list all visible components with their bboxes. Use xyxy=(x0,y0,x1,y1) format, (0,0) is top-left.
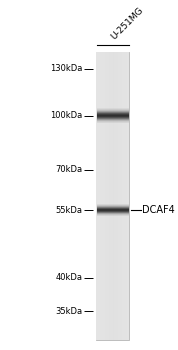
Bar xyxy=(104,52,105,340)
Bar xyxy=(108,52,109,340)
Bar xyxy=(120,52,121,340)
Bar xyxy=(101,52,102,340)
Text: 100kDa: 100kDa xyxy=(50,111,83,120)
Bar xyxy=(112,52,113,340)
Bar xyxy=(118,52,119,340)
Text: 55kDa: 55kDa xyxy=(56,205,83,215)
Bar xyxy=(115,52,116,340)
Bar xyxy=(103,52,104,340)
Bar xyxy=(106,52,107,340)
Bar xyxy=(109,52,110,340)
Bar xyxy=(107,52,108,340)
Bar xyxy=(98,52,99,340)
Text: U-251MG: U-251MG xyxy=(110,6,146,42)
Bar xyxy=(121,52,122,340)
Bar xyxy=(105,52,106,340)
Bar xyxy=(111,52,112,340)
Bar xyxy=(126,52,127,340)
Bar xyxy=(102,52,103,340)
Text: 70kDa: 70kDa xyxy=(55,165,83,174)
Bar xyxy=(113,52,114,340)
Bar xyxy=(127,52,128,340)
Bar xyxy=(96,52,97,340)
Bar xyxy=(96,52,129,340)
Bar xyxy=(97,52,98,340)
Bar xyxy=(122,52,123,340)
Bar xyxy=(116,52,117,340)
Bar xyxy=(99,52,100,340)
Bar xyxy=(119,52,120,340)
Bar xyxy=(128,52,129,340)
Bar xyxy=(114,52,115,340)
Bar xyxy=(110,52,111,340)
Bar xyxy=(117,52,118,340)
Bar xyxy=(125,52,126,340)
Text: 130kDa: 130kDa xyxy=(50,64,83,73)
Text: DCAF4: DCAF4 xyxy=(142,205,175,215)
Text: 35kDa: 35kDa xyxy=(55,307,83,316)
Bar xyxy=(124,52,125,340)
Bar xyxy=(123,52,124,340)
Text: 40kDa: 40kDa xyxy=(56,273,83,282)
Bar xyxy=(100,52,101,340)
